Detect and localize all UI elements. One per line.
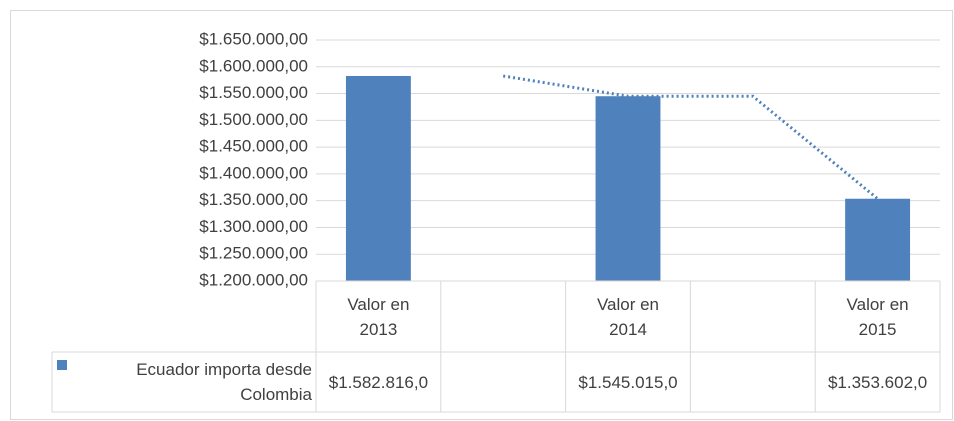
- x-tick-label: Valor en 2015: [846, 294, 909, 339]
- legend-key: [57, 360, 67, 370]
- x-tick-label: Valor en 2014: [596, 294, 660, 339]
- bar: [595, 96, 661, 281]
- trendline: [502, 74, 879, 200]
- data-label: $1.353.602,0: [827, 372, 928, 392]
- y-tick-label: $1.550.000,00: [199, 83, 308, 102]
- legend-label: Ecuador importa desde Colombia: [136, 360, 312, 404]
- y-tick-label: $1.250.000,00: [199, 244, 308, 263]
- y-tick-label: $1.200.000,00: [199, 270, 308, 289]
- y-tick-label: $1.650.000,00: [199, 29, 308, 48]
- bar: [845, 198, 911, 281]
- data-label: $1.545.015,0: [578, 372, 678, 392]
- y-tick-label: $1.600.000,00: [199, 56, 308, 75]
- y-tick-label: $1.450.000,00: [199, 137, 308, 156]
- y-tick-label: $1.400.000,00: [199, 163, 308, 182]
- x-tick-label: Valor en 2013: [347, 294, 410, 339]
- chart-border: [10, 10, 953, 420]
- data-label: $1.582.816,0: [328, 372, 429, 392]
- bar: [345, 75, 411, 281]
- y-tick-label: $1.500.000,00: [199, 110, 308, 129]
- y-tick-label: $1.350.000,00: [199, 190, 308, 209]
- y-tick-label: $1.300.000,00: [199, 217, 308, 236]
